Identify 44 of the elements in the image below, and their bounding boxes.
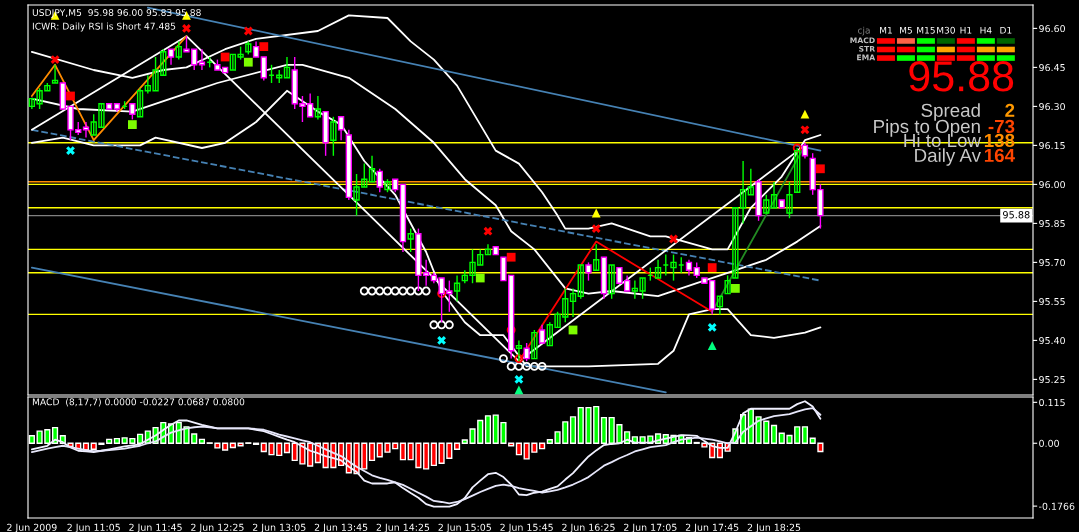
annotation: 164	[984, 148, 1015, 163]
y-tick-label: -0.1766	[1039, 502, 1075, 510]
x-tick-label: 2 Jun 14:25	[376, 523, 430, 532]
x-tick-label: 2 Jun 13:05	[252, 523, 306, 532]
annotation: -73	[988, 119, 1015, 134]
chart-title: USDJPY,M5 95.98 96.00 95.83 95.88	[32, 9, 201, 18]
x-tick-label: 2 Jun 11:05	[67, 523, 120, 532]
x-tick-label: 2 Jun 13:45	[314, 523, 368, 532]
chart-title: MACD (8,17,7) 0.0000 -0.0227 0.0687 0.0800	[32, 398, 245, 407]
category-label: H4	[980, 26, 992, 34]
x-tick-label: 2 Jun 2009	[7, 523, 57, 532]
category-label: M1	[880, 26, 892, 34]
ref-line-label: 95.88	[1003, 211, 1030, 219]
y-tick-label: 96.30	[1039, 102, 1065, 111]
x-tick-label: 2 Jun 12:25	[191, 523, 244, 532]
y-tick-label: 96.15	[1039, 141, 1065, 150]
x-tick-label: 2 Jun 17:45	[685, 523, 739, 532]
x-tick-label: 2 Jun 15:45	[500, 523, 553, 532]
y-tick-label: 0.115	[1039, 398, 1065, 407]
text: ICWR: Daily RSI is Short 47.485	[32, 22, 176, 32]
y-tick-label: 95.55	[1039, 297, 1065, 306]
annotation: Spread	[921, 103, 980, 121]
category-label: M30	[937, 26, 955, 34]
annotation: 2	[1005, 103, 1015, 117]
category-label: M5	[900, 26, 912, 34]
y-tick-label: 96.45	[1039, 63, 1065, 72]
x-tick-label: 2 Jun 16:25	[562, 523, 615, 532]
y-tick-label: 96.00	[1039, 180, 1065, 189]
y-tick-label: 95.85	[1039, 219, 1065, 228]
annotation: Daily Av	[915, 148, 981, 166]
category-label: D1	[1000, 26, 1012, 34]
x-tick-label: 2 Jun 18:25	[747, 523, 801, 532]
x-tick-label: 2 Jun 11:45	[129, 523, 182, 532]
y-tick-label: 0.00	[1039, 439, 1059, 447]
y-tick-label: 95.40	[1039, 336, 1065, 345]
category-label: M15	[917, 26, 935, 34]
text: cja	[858, 26, 870, 36]
annotation: 95.88	[909, 61, 1014, 92]
y-tick-label: 95.25	[1039, 375, 1065, 384]
y-tick-label: 95.70	[1039, 258, 1065, 267]
x-tick-label: 2 Jun 15:05	[438, 523, 491, 532]
x-tick-label: 2 Jun 17:05	[624, 523, 677, 532]
y-tick-label: 96.60	[1039, 24, 1065, 33]
category-label: H1	[960, 26, 972, 34]
